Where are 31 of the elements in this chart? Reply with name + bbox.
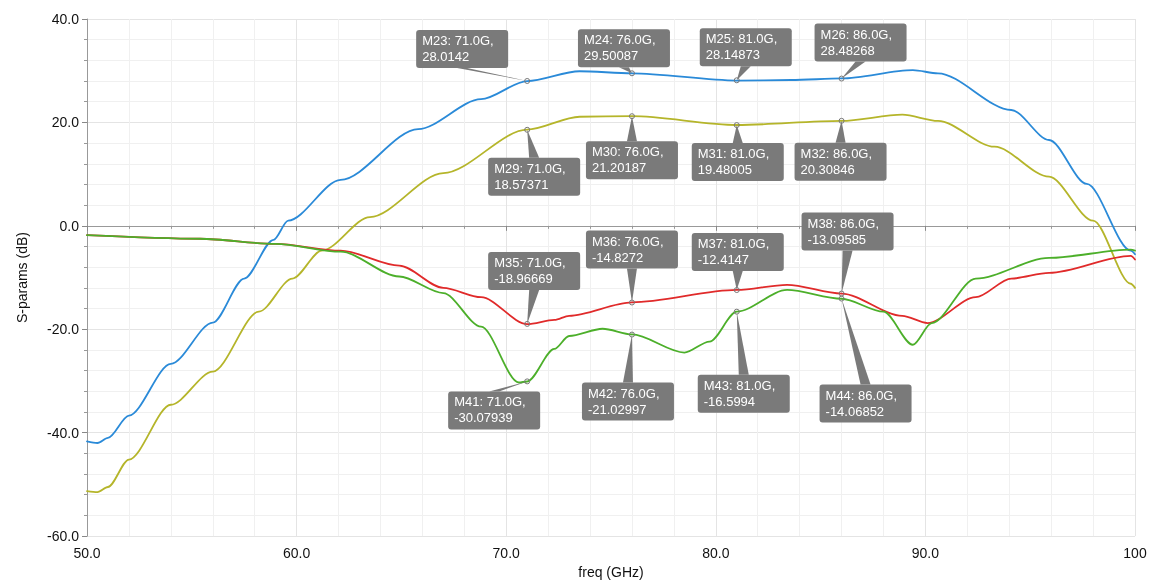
annotation: M36: 76.0G, -14.8272 — [591, 233, 664, 265]
annotation: M43: 81.0G, -16.5994 — [703, 377, 776, 409]
annotation: M37: 81.0G, -12.4147 — [697, 236, 770, 268]
annotation: M26: 86.0G, 28.48268 — [820, 26, 893, 58]
annotation: M25: 81.0G, 28.14873 — [705, 31, 778, 63]
x-tick-label: 50.0 — [73, 545, 101, 562]
y-tick-label: 40.0 — [51, 11, 80, 27]
annotation: M23: 71.0G, 28.0142 — [422, 32, 494, 64]
x-tick-label: 80.0 — [702, 545, 730, 562]
x-tick-label: 100 — [1123, 545, 1147, 562]
annotation: M44: 86.0G, -14.06852 — [825, 387, 898, 419]
line-series — [86, 113, 1136, 494]
annotation: M30: 76.0G, 21.20187 — [591, 144, 664, 176]
annotation: M29: 71.0G, 18.57371 — [494, 160, 566, 192]
y-tick-label: -60.0 — [47, 528, 80, 545]
x-tick-label: 70.0 — [492, 545, 521, 562]
y-tick-label: 0.0 — [59, 217, 80, 234]
annotation: M35: 71.0G, -18.96669 — [494, 254, 566, 286]
annotation: M41: 71.0G, -30.07939 — [454, 394, 526, 426]
y-tick-label: 20.0 — [51, 114, 80, 131]
annotation: M38: 86.0G, -13.09585 — [807, 215, 880, 247]
annotation: M24: 76.0G, 29.50087 — [583, 32, 656, 64]
y-axis-title: S-params (dB) — [14, 232, 30, 324]
y-tick-label: -40.0 — [47, 424, 80, 441]
annotation: M42: 76.0G, -21.02997 — [587, 385, 660, 417]
annotation: M32: 86.0G, 20.30846 — [800, 145, 873, 177]
y-tick-label: -20.0 — [47, 321, 80, 338]
x-tick-label: 60.0 — [282, 545, 311, 562]
x-axis-title: freq (GHz) — [578, 564, 644, 580]
annotation: M31: 81.0G, 19.48005 — [697, 146, 770, 178]
x-tick-label: 90.0 — [911, 545, 940, 562]
